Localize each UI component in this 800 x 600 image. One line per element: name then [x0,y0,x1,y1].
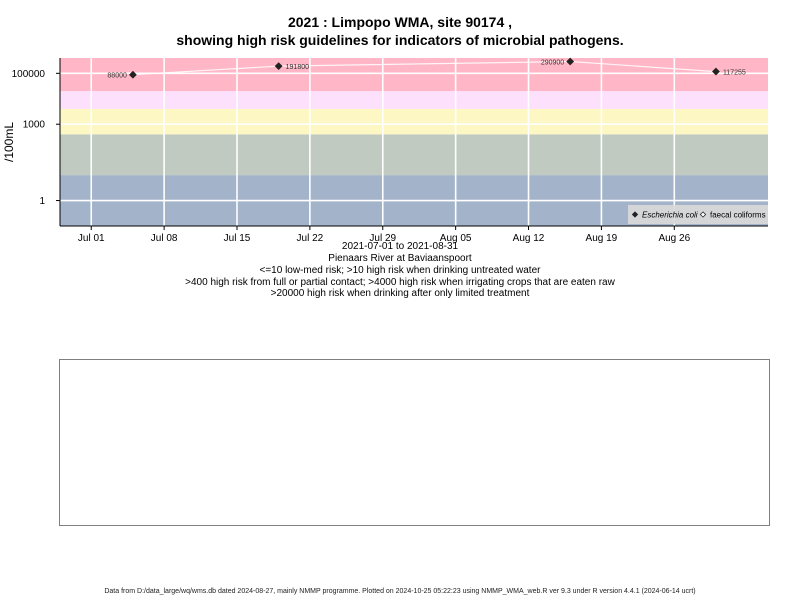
x-tick-label-0: Jul 01 [78,233,105,244]
legend-marker-0 [631,211,639,218]
data-point-0-3 [712,67,720,76]
site-name-label: Pienaars River at Baviaanspoort [328,253,472,264]
legend-box [628,205,768,224]
data-point-0-2 [566,57,575,66]
data-points: 88000 191800 290900 117255 [107,57,746,80]
data-label-0-1: 191800 [286,64,309,71]
y-tick-label-0: 1 [39,196,45,207]
data-label-0-3: 117255 [723,70,746,77]
data-label-0-0: 88000 [107,73,127,80]
chart: 88000 191800 290900 117255 1 1000 100000 Jul 0… [2,57,768,244]
y-tick-label-2: 100000 [12,69,46,80]
data-point-0-1 [274,62,283,71]
x-tick-label-8: Aug 26 [658,233,690,244]
chart-title-line2: showing high risk guidelines for indicat… [176,32,624,48]
x-tick-label-5: Aug 05 [440,233,472,244]
legend-marker-1 [699,211,707,218]
risk-band-3 [60,91,768,109]
x-tick-label-2: Jul 15 [224,233,251,244]
trend-line [132,60,716,76]
data-point-0-0 [128,70,137,79]
date-range-label: 2021-07-01 to 2021-08-31 [341,241,459,252]
risk-band-2 [60,108,768,135]
x-tick-label-4: Jul 29 [369,233,396,244]
legend-label-1: faecal coliforms [710,211,766,220]
y-tick-label-1: 1000 [23,120,46,131]
guideline-note-1: <=10 low-med risk; >10 high risk when dr… [259,265,541,276]
guideline-note-3: >20000 high risk when drinking after onl… [270,288,530,299]
y-axis-label: /100mL [2,122,16,162]
empty-plot-panel [59,359,770,526]
x-tick-label-7: Aug 19 [586,233,618,244]
risk-band-1 [60,134,768,176]
x-tick-label-6: Aug 12 [513,233,545,244]
guideline-note-2: >400 high risk from full or partial cont… [185,277,615,288]
x-tick-label-1: Jul 08 [151,233,178,244]
x-tick-label-3: Jul 22 [297,233,324,244]
legend-label-0: Escherichia coli [642,211,698,220]
footer-note: Data from D:/data_large/wq/wms.db dated … [104,588,696,595]
trend-line-group [132,60,716,76]
axes: 1 1000 100000 Jul 01 Jul 08 Jul 15 Jul 22 Jul 2… [2,58,768,244]
data-label-0-2: 290900 [541,60,564,67]
gridlines [60,58,768,226]
chart-title-line1: 2021 : Limpopo WMA, site 90174 , [287,14,513,30]
legend: Escherichia coli faecal coliforms [628,205,768,224]
risk-band-4 [60,58,768,92]
